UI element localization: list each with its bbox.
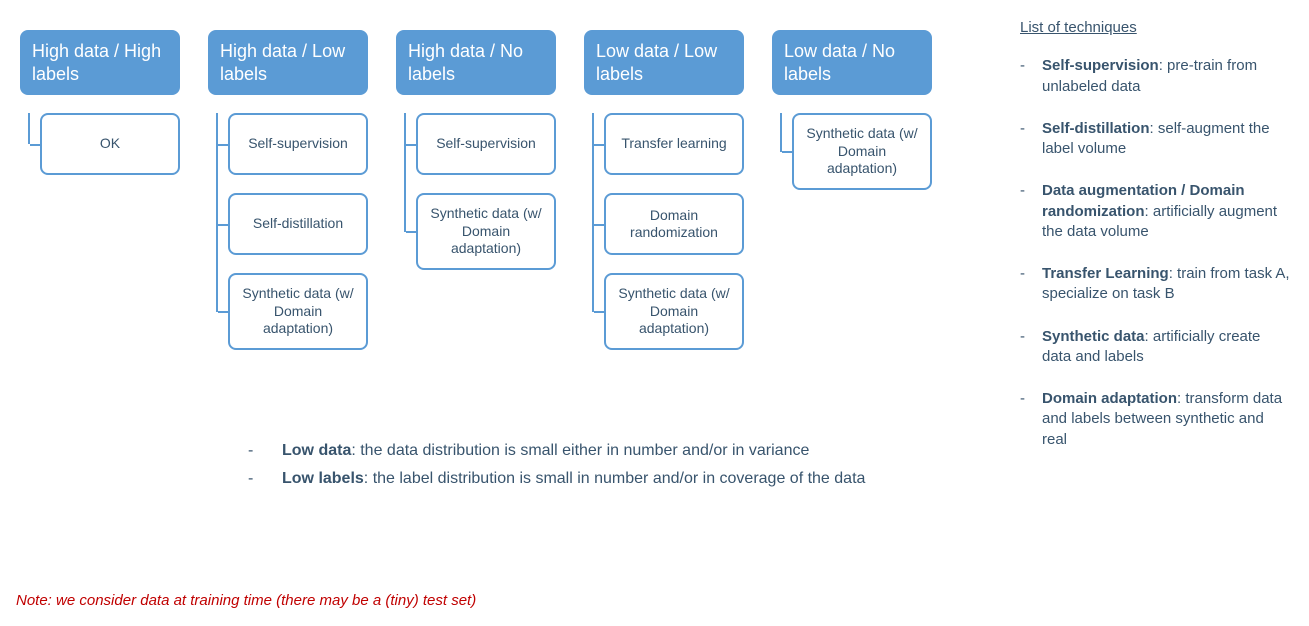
column-children: Self-supervision Synthetic data (w/ Domai… <box>396 113 556 270</box>
techniques-panel: List of techniques -Self-supervision: pr… <box>1020 18 1290 472</box>
bullet-dash: - <box>1020 327 1042 368</box>
connector-trunk <box>216 113 218 312</box>
column-header: Low data / Low labels <box>584 30 744 95</box>
technique-item: -Synthetic data: artificially create dat… <box>1020 327 1290 368</box>
bullet-dash: - <box>1020 389 1042 450</box>
definition-item: -Low data: the data distribution is smal… <box>248 440 888 462</box>
diagram-column: Low data / No labels Synthetic data (w/ D… <box>772 30 932 190</box>
definition-desc: : the data distribution is small either … <box>351 442 809 459</box>
definitions-block: -Low data: the data distribution is smal… <box>248 440 888 497</box>
technique-box: Synthetic data (w/ Domain adaptation) <box>416 193 556 270</box>
bullet-dash: - <box>1020 264 1042 305</box>
column-header: High data / Low labels <box>208 30 368 95</box>
column-children: OK <box>20 113 180 175</box>
technique-box: Self-distillation <box>228 193 368 255</box>
column-children: Self-supervision Self-distillation Synthet… <box>208 113 368 350</box>
technique-term: Self-supervision <box>1042 57 1159 74</box>
definition-desc: : the label distribution is small in num… <box>364 470 866 487</box>
column-header: Low data / No labels <box>772 30 932 95</box>
definition-text: Low labels: the label distribution is sm… <box>282 468 865 490</box>
techniques-title: List of techniques <box>1020 18 1290 38</box>
technique-term: Domain adaptation <box>1042 390 1177 407</box>
definition-text: Low data: the data distribution is small… <box>282 440 809 462</box>
definition-term: Low labels <box>282 470 364 487</box>
diagram-column: Low data / Low labels Transfer learning Do… <box>584 30 744 350</box>
technique-box: Synthetic data (w/ Domain adaptation) <box>604 273 744 350</box>
column-children: Synthetic data (w/ Domain adaptation) <box>772 113 932 190</box>
connector-trunk <box>28 113 30 144</box>
connector-trunk <box>780 113 782 152</box>
technique-item: -Domain adaptation: transform data and l… <box>1020 389 1290 450</box>
technique-text: Synthetic data: artificially create data… <box>1042 327 1290 368</box>
technique-box: Transfer learning <box>604 113 744 175</box>
connector-trunk <box>592 113 594 312</box>
technique-box: Self-supervision <box>228 113 368 175</box>
technique-term: Transfer Learning <box>1042 265 1169 282</box>
technique-item: -Self-distillation: self-augment the lab… <box>1020 119 1290 160</box>
technique-text: Self-distillation: self-augment the labe… <box>1042 119 1290 160</box>
bullet-dash: - <box>1020 181 1042 242</box>
technique-box: OK <box>40 113 180 175</box>
technique-item: -Self-supervision: pre-train from unlabe… <box>1020 56 1290 97</box>
definition-term: Low data <box>282 442 351 459</box>
connector-trunk <box>404 113 406 232</box>
definition-item: -Low labels: the label distribution is s… <box>248 468 888 490</box>
diagram-column: High data / No labels Self-supervision Syn… <box>396 30 556 270</box>
column-header: High data / No labels <box>396 30 556 95</box>
bullet-dash: - <box>248 440 282 462</box>
technique-text: Self-supervision: pre-train from unlabel… <box>1042 56 1290 97</box>
footer-note: Note: we consider data at training time … <box>16 592 476 609</box>
bullet-dash: - <box>1020 56 1042 97</box>
technique-item: -Transfer Learning: train from task A, s… <box>1020 264 1290 305</box>
technique-text: Transfer Learning: train from task A, sp… <box>1042 264 1290 305</box>
technique-box: Self-supervision <box>416 113 556 175</box>
diagram-column: High data / Low labelsSelf-supervisionSe… <box>208 30 368 350</box>
bullet-dash: - <box>248 468 282 490</box>
diagram-columns: High data / High labels OK High data / Low… <box>20 30 980 350</box>
technique-text: Data augmentation / Domain randomization… <box>1042 181 1290 242</box>
technique-box: Synthetic data (w/ Domain adaptation) <box>792 113 932 190</box>
technique-term: Synthetic data <box>1042 328 1145 345</box>
column-children: Transfer learning Domain randomization Syn… <box>584 113 744 350</box>
column-header: High data / High labels <box>20 30 180 95</box>
technique-term: Self-distillation <box>1042 120 1150 137</box>
technique-box: Domain randomization <box>604 193 744 255</box>
technique-box: Synthetic data (w/ Domain adaptation) <box>228 273 368 350</box>
diagram-column: High data / High labels OK <box>20 30 180 175</box>
technique-text: Domain adaptation: transform data and la… <box>1042 389 1290 450</box>
technique-item: -Data augmentation / Domain randomizatio… <box>1020 181 1290 242</box>
diagram-area: High data / High labels OK High data / Low… <box>20 30 980 350</box>
bullet-dash: - <box>1020 119 1042 160</box>
